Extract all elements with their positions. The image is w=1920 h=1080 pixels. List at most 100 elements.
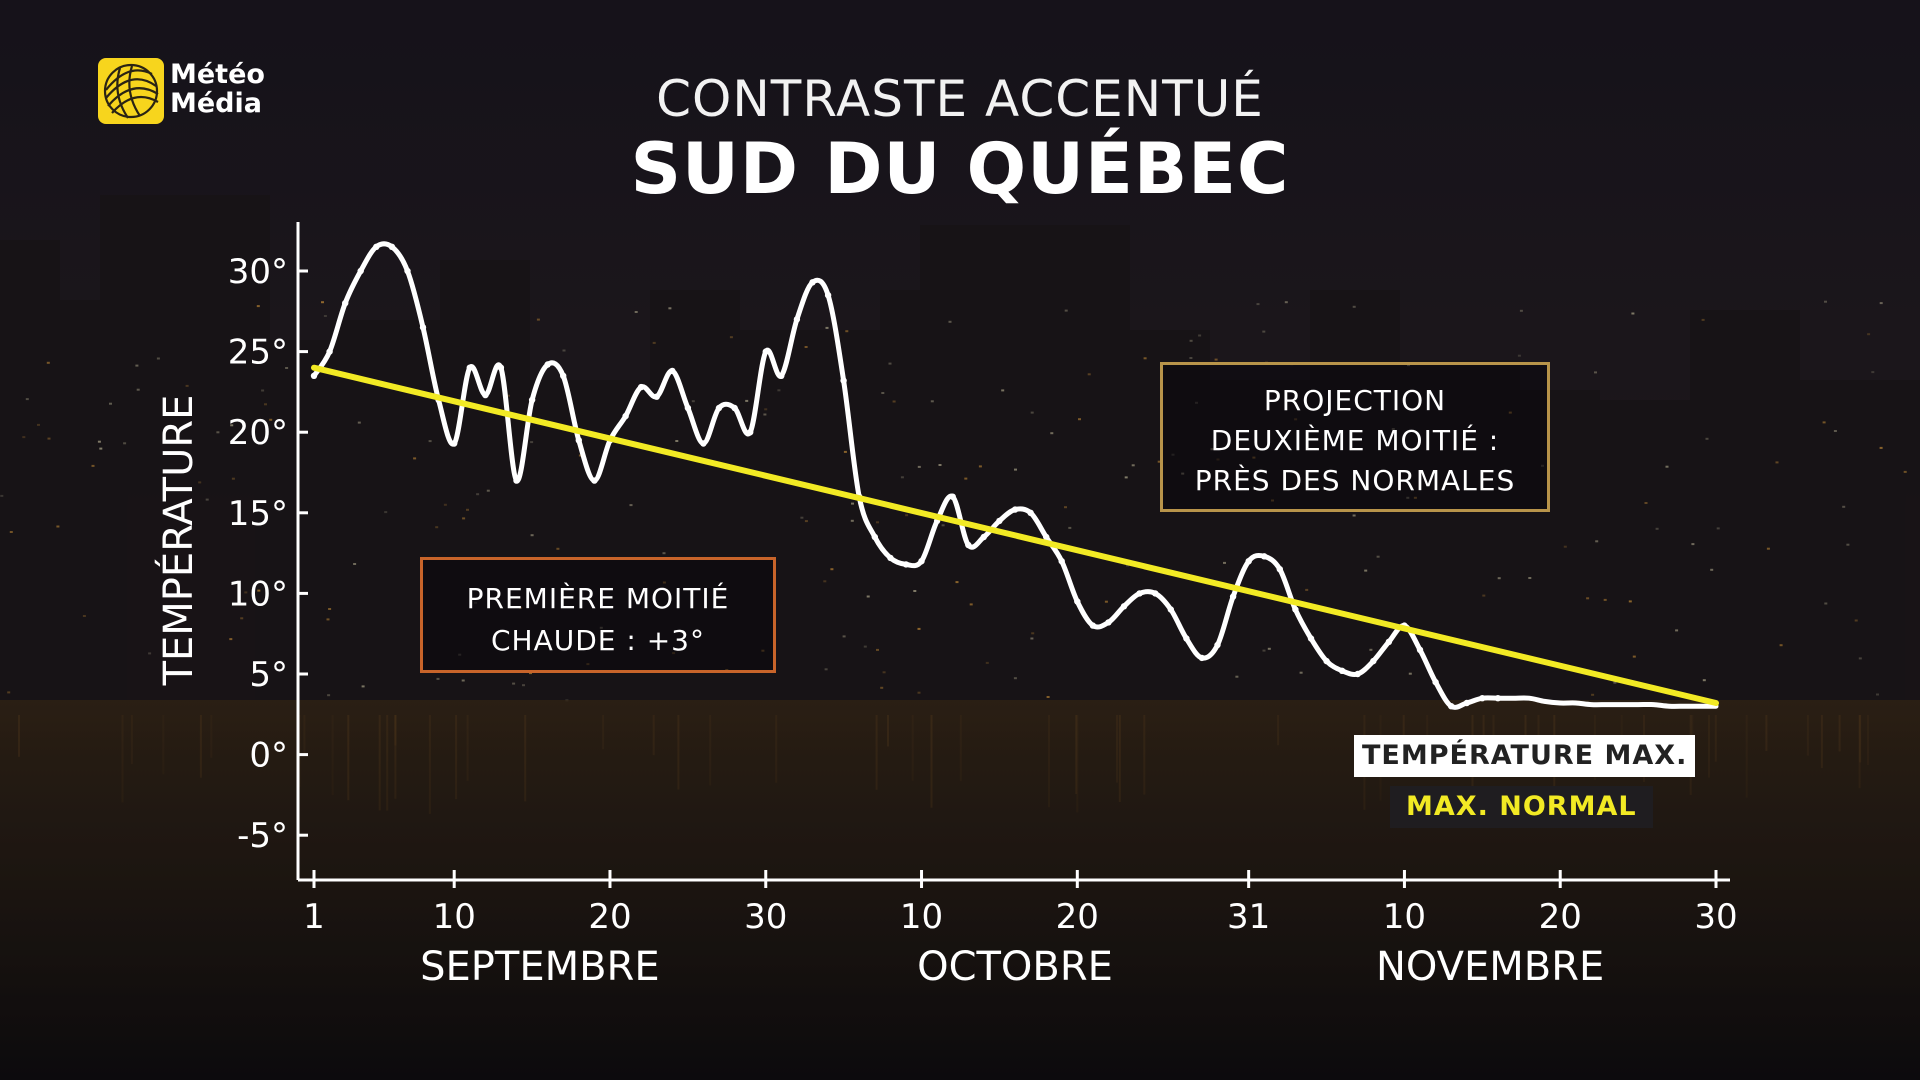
y-tick-label: 20° bbox=[228, 413, 288, 453]
data-point bbox=[1105, 619, 1112, 626]
data-point bbox=[326, 348, 333, 355]
data-point bbox=[560, 372, 567, 379]
data-point bbox=[1416, 646, 1424, 653]
data-point bbox=[513, 477, 520, 484]
data-point bbox=[388, 243, 396, 250]
data-point bbox=[591, 477, 598, 484]
logo-text-line1: Météo bbox=[170, 59, 265, 90]
data-point bbox=[451, 440, 458, 447]
first-half-line2: CHAUDE : +3° bbox=[490, 624, 705, 657]
y-tick-label: 5° bbox=[249, 655, 288, 695]
data-point bbox=[1323, 657, 1330, 665]
data-point bbox=[1245, 558, 1252, 565]
y-tick-label: 15° bbox=[228, 494, 288, 534]
data-point bbox=[357, 267, 364, 275]
projection-annotation: PROJECTION DEUXIÈME MOITIÉ : PRÈS DES NO… bbox=[1160, 362, 1550, 512]
data-point bbox=[528, 396, 536, 404]
y-tick-label: 10° bbox=[228, 574, 288, 614]
data-point bbox=[1261, 553, 1268, 560]
projection-line1: PROJECTION bbox=[1263, 384, 1447, 417]
x-tick-label: 30 bbox=[1694, 897, 1737, 937]
data-point bbox=[1448, 703, 1455, 710]
data-point bbox=[310, 372, 318, 379]
data-point bbox=[1292, 606, 1299, 613]
data-point bbox=[544, 361, 551, 368]
data-point bbox=[1214, 641, 1221, 649]
data-point bbox=[419, 324, 427, 331]
data-point bbox=[809, 279, 816, 286]
data-point bbox=[1120, 603, 1128, 610]
data-point bbox=[980, 533, 987, 541]
data-point bbox=[793, 316, 801, 323]
x-tick-label: 10 bbox=[900, 897, 943, 937]
data-point bbox=[731, 404, 738, 412]
series bbox=[310, 241, 1719, 710]
data-point bbox=[840, 377, 847, 384]
page-title: SUD DU QUÉBEC bbox=[630, 128, 1290, 210]
data-point bbox=[482, 391, 489, 399]
data-point bbox=[637, 383, 645, 391]
x-tick-label: 30 bbox=[744, 897, 787, 937]
projection-line2: DEUXIÈME MOITIÉ : bbox=[1210, 424, 1500, 457]
data-point bbox=[1152, 590, 1159, 597]
series-line-normal-max bbox=[311, 364, 1719, 707]
meteo-media-logo: Météo Média bbox=[98, 58, 298, 128]
x-axis: 1 10 20 30 10 20 31 10 20 30 SEPTEMBRE OCTOBRE NOVEM… bbox=[298, 870, 1738, 990]
data-point bbox=[1089, 622, 1097, 629]
x-tick-label: 10 bbox=[433, 897, 476, 937]
data-point bbox=[887, 554, 894, 562]
data-point bbox=[1043, 533, 1050, 541]
y-tick-label: 0° bbox=[249, 736, 288, 776]
data-point bbox=[1479, 695, 1486, 702]
data-point bbox=[715, 404, 723, 412]
data-point bbox=[1183, 635, 1190, 642]
data-point bbox=[1494, 695, 1502, 702]
first-half-line1: PREMIÈRE MOITIÉ bbox=[466, 582, 730, 615]
month-label: SEPTEMBRE bbox=[420, 944, 660, 990]
month-label: NOVEMBRE bbox=[1376, 944, 1604, 990]
data-point bbox=[1463, 699, 1471, 707]
y-tick-label: 30° bbox=[228, 252, 288, 292]
x-tick-label: 1 bbox=[303, 897, 325, 937]
data-point bbox=[342, 300, 349, 307]
first-half-annotation: PREMIÈRE MOITIÉ CHAUDE : +3° bbox=[420, 557, 776, 673]
data-point bbox=[1307, 635, 1315, 642]
legend-entry-max: TEMPÉRATURE MAX. bbox=[1354, 735, 1696, 777]
data-point bbox=[965, 541, 972, 549]
temperature-chart: 30° 25° 20° 15° 10° 5° 0° -5° 1 10 20 30 10 20 31 10 20… bbox=[154, 222, 1738, 990]
data-point bbox=[762, 348, 769, 355]
data-point bbox=[653, 393, 660, 400]
data-point bbox=[1198, 654, 1206, 662]
x-tick-label: 31 bbox=[1227, 897, 1270, 937]
data-point bbox=[1027, 509, 1034, 516]
x-tick-label: 20 bbox=[588, 897, 631, 937]
y-axis-title: TEMPÉRATURE bbox=[154, 395, 202, 687]
data-point bbox=[404, 267, 411, 275]
data-point bbox=[1136, 590, 1143, 597]
globe-icon bbox=[98, 58, 164, 124]
month-label: OCTOBRE bbox=[917, 944, 1113, 990]
data-point bbox=[669, 367, 676, 375]
data-point bbox=[1385, 638, 1393, 645]
y-tick-label: -5° bbox=[237, 816, 288, 856]
x-tick-label: 20 bbox=[1056, 897, 1099, 937]
data-point bbox=[466, 364, 473, 371]
data-point bbox=[1432, 678, 1439, 686]
data-point bbox=[918, 558, 925, 565]
data-point bbox=[996, 517, 1003, 525]
data-point bbox=[824, 292, 832, 299]
data-point bbox=[778, 372, 785, 379]
data-point bbox=[700, 440, 707, 447]
data-point bbox=[1229, 593, 1237, 600]
data-point bbox=[622, 412, 629, 420]
data-point bbox=[1058, 558, 1065, 565]
y-tick-label: 25° bbox=[228, 333, 288, 373]
data-point bbox=[1370, 657, 1377, 665]
data-point bbox=[1276, 566, 1284, 573]
y-axis: 30° 25° 20° 15° 10° 5° 0° -5° bbox=[228, 222, 308, 880]
data-point bbox=[373, 243, 380, 250]
data-point bbox=[575, 437, 582, 444]
x-tick-label: 20 bbox=[1539, 897, 1582, 937]
logo-text-line2: Média bbox=[170, 88, 262, 119]
